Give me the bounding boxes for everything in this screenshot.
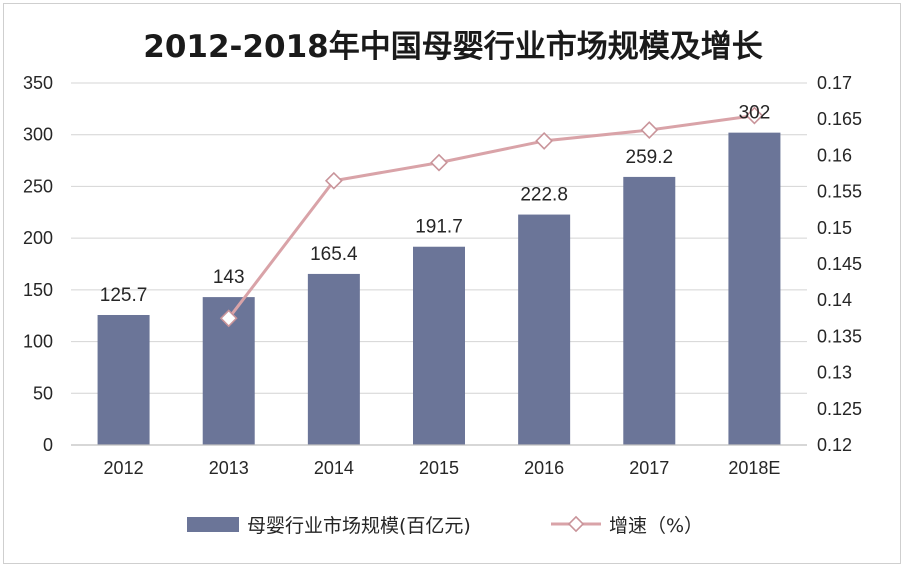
y-left-tick-label: 0 — [43, 435, 53, 455]
y-left-tick-label: 150 — [23, 280, 53, 300]
y-right-tick-label: 0.145 — [817, 254, 862, 274]
bar-data-label: 191.7 — [415, 217, 463, 238]
bar-data-label: 165.4 — [310, 244, 358, 265]
bar-data-label: 259.2 — [626, 147, 674, 168]
growth-marker — [640, 121, 659, 139]
x-tick-label: 2012 — [104, 458, 144, 478]
legend-line-label: 增速（%） — [609, 515, 703, 537]
x-tick-label: 2015 — [419, 458, 459, 478]
gridlines — [71, 82, 807, 394]
y-left-tick-label: 350 — [23, 73, 53, 93]
growth-marker — [324, 171, 343, 190]
data-labels: 125.7 143 165.4 191.7 222.8 259.2 302 — [100, 103, 770, 306]
bar — [97, 314, 150, 445]
y-right-tick-label: 0.12 — [817, 435, 852, 455]
legend-bar-swatch — [187, 517, 239, 532]
bar-data-label: 222.8 — [520, 185, 568, 206]
x-tick-label: 2014 — [314, 458, 354, 478]
y-right-tick-label: 0.155 — [817, 182, 862, 202]
y-left-tick-label: 200 — [23, 228, 53, 248]
y-right-tick-label: 0.13 — [817, 363, 852, 383]
x-tick-label: 2013 — [209, 458, 249, 478]
bar — [728, 132, 781, 445]
y-right-tick-label: 0.16 — [817, 145, 852, 165]
x-tick-label: 2018E — [728, 458, 780, 478]
y-right-tick-label: 0.125 — [817, 399, 862, 419]
bar-series — [97, 132, 781, 445]
y-axis-right: 0.12 0.125 0.13 0.135 0.14 0.145 0.15 0.155 0.16… — [817, 73, 862, 455]
y-left-tick-label: 100 — [23, 332, 53, 352]
line-series — [219, 106, 764, 328]
legend-line-marker — [567, 515, 585, 533]
bar-data-label: 125.7 — [100, 285, 148, 306]
bar — [623, 176, 676, 445]
x-axis: 2012 2013 2014 2015 2016 2017 2018E — [71, 444, 807, 478]
y-right-tick-label: 0.135 — [817, 326, 862, 346]
y-left-tick-label: 250 — [23, 176, 53, 196]
bar-data-label: 143 — [213, 267, 245, 288]
y-left-tick-label: 50 — [33, 383, 53, 403]
growth-marker — [430, 153, 448, 172]
bar — [413, 246, 465, 445]
growth-marker — [745, 106, 764, 125]
bar — [307, 273, 360, 445]
legend: 母婴行业市场规模(百亿元) 增速（%） — [187, 515, 703, 537]
x-tick-label: 2017 — [629, 458, 669, 478]
chart-title: 2012-2018年中国母婴行业市场规模及增长 — [143, 29, 762, 65]
legend-bar-label: 母婴行业市场规模(百亿元) — [247, 515, 471, 537]
x-tick-label: 2016 — [524, 458, 564, 478]
growth-marker — [535, 132, 554, 150]
y-right-tick-label: 0.17 — [817, 73, 852, 93]
growth-marker — [219, 309, 238, 328]
bar-data-label: 302 — [739, 103, 771, 124]
y-right-tick-label: 0.165 — [817, 109, 862, 129]
growth-line — [227, 114, 755, 320]
y-axis-left: 0 50 100 150 200 250 300 350 — [23, 73, 53, 455]
y-left-tick-label: 300 — [23, 125, 53, 145]
y-right-tick-label: 0.15 — [817, 218, 852, 238]
y-right-tick-label: 0.14 — [817, 290, 852, 310]
bar — [518, 214, 571, 445]
